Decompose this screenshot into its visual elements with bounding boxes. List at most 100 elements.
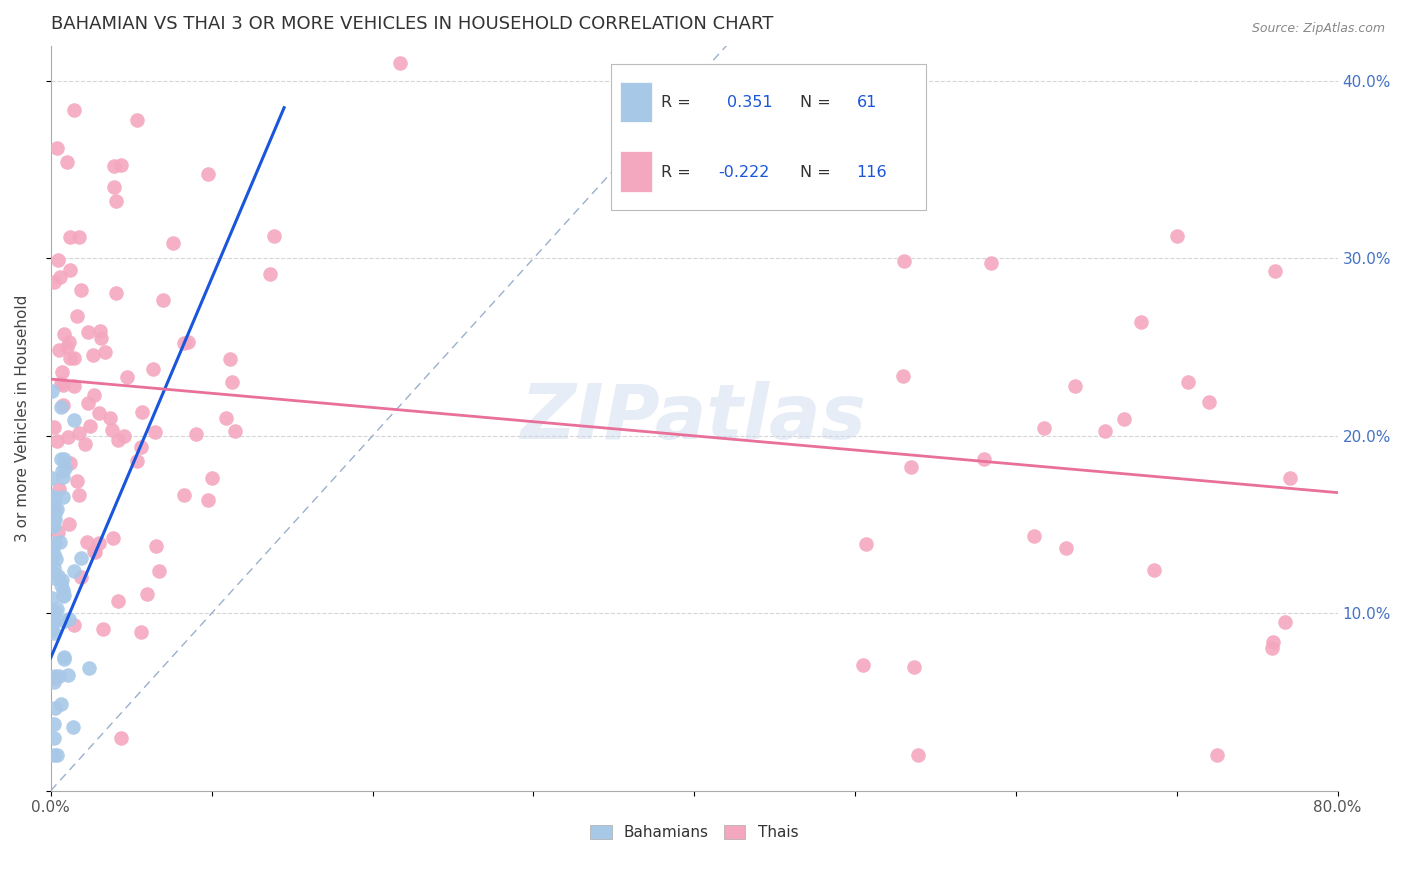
Point xyxy=(52,470,75,484)
Point xyxy=(1166,229,1188,244)
Point xyxy=(52,398,75,412)
Point xyxy=(907,748,929,763)
Point xyxy=(107,434,129,448)
Point xyxy=(145,539,167,553)
Point xyxy=(101,423,124,437)
Point xyxy=(83,388,105,402)
Point xyxy=(41,519,63,533)
Point xyxy=(94,345,117,359)
Point xyxy=(63,564,86,578)
Point xyxy=(44,571,66,585)
Point xyxy=(51,573,73,587)
Point xyxy=(1260,640,1282,655)
Legend: Bahamians, Thais: Bahamians, Thais xyxy=(583,819,804,847)
Point xyxy=(51,464,73,478)
Point xyxy=(42,615,65,629)
Point xyxy=(59,351,82,365)
Point xyxy=(127,112,149,127)
Point xyxy=(46,525,69,540)
Point xyxy=(76,395,98,409)
Point xyxy=(389,56,412,70)
Point xyxy=(1094,425,1116,439)
Point xyxy=(980,256,1002,270)
Point xyxy=(89,406,111,420)
Point xyxy=(49,376,72,391)
Point xyxy=(903,660,925,674)
Point xyxy=(41,384,63,398)
Point xyxy=(1032,420,1054,434)
Point xyxy=(112,429,135,443)
Point xyxy=(152,293,174,308)
Point xyxy=(115,370,138,384)
Point xyxy=(66,309,89,323)
Point xyxy=(42,519,65,533)
Point xyxy=(973,452,995,467)
Point xyxy=(48,535,70,549)
Point xyxy=(44,669,66,683)
Point xyxy=(51,401,73,415)
Point xyxy=(41,591,63,606)
Point xyxy=(63,413,86,427)
Point xyxy=(44,671,66,685)
Point xyxy=(105,194,128,208)
Point xyxy=(41,610,63,624)
Point xyxy=(263,228,285,243)
Point xyxy=(221,375,243,389)
Point xyxy=(48,482,70,496)
Point xyxy=(79,419,101,434)
Point xyxy=(103,531,125,545)
Point xyxy=(131,405,153,419)
Point xyxy=(59,457,82,471)
Point xyxy=(142,361,165,376)
Point xyxy=(82,348,104,362)
Point xyxy=(103,180,125,194)
Point xyxy=(197,167,219,181)
Point xyxy=(173,336,195,351)
Point xyxy=(58,430,80,444)
Point xyxy=(67,488,90,502)
Point xyxy=(1264,264,1286,278)
Point xyxy=(52,490,75,504)
Point xyxy=(110,158,132,172)
Point xyxy=(44,506,66,520)
Point xyxy=(42,626,65,640)
Point xyxy=(148,564,170,578)
Point xyxy=(1206,748,1229,763)
Point xyxy=(41,566,63,580)
Point xyxy=(45,551,67,566)
Point xyxy=(110,731,132,746)
Point xyxy=(44,512,66,526)
Point xyxy=(215,410,238,425)
Point xyxy=(1112,412,1135,426)
Point xyxy=(53,452,76,467)
Point xyxy=(48,343,70,357)
Point xyxy=(42,604,65,618)
Point xyxy=(1143,563,1166,577)
Point xyxy=(42,275,65,289)
Point xyxy=(62,720,84,734)
Point xyxy=(52,582,75,597)
Point xyxy=(65,474,87,488)
Point xyxy=(51,697,73,711)
Point xyxy=(129,625,152,640)
Point xyxy=(41,623,63,637)
Point xyxy=(52,589,75,603)
Point xyxy=(41,471,63,485)
Point xyxy=(67,230,90,244)
Point xyxy=(41,501,63,516)
Point xyxy=(129,441,152,455)
Point xyxy=(42,420,65,434)
Point xyxy=(49,451,72,466)
Point xyxy=(52,649,75,664)
Point xyxy=(42,614,65,628)
Point xyxy=(259,267,281,281)
Point xyxy=(44,561,66,575)
Point xyxy=(44,748,66,763)
Point xyxy=(70,551,93,566)
Point xyxy=(49,270,72,285)
Point xyxy=(62,618,84,632)
Point xyxy=(1198,395,1220,409)
Point xyxy=(87,536,110,550)
Point xyxy=(56,155,79,169)
Point xyxy=(98,410,121,425)
